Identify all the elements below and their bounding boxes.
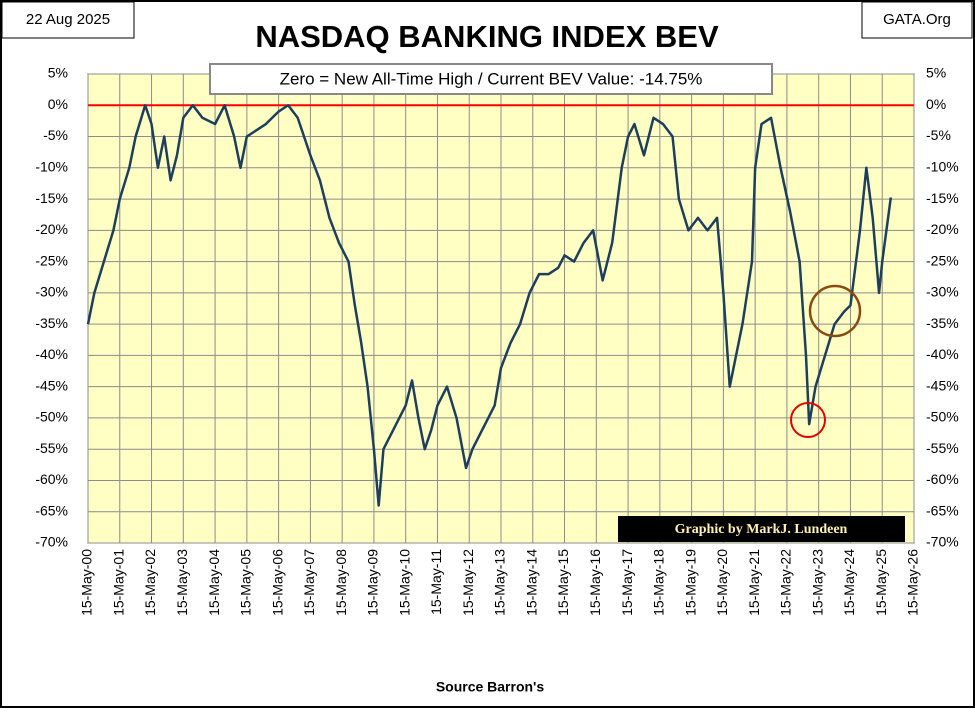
chart-title: NASDAQ BANKING INDEX BEV [255, 19, 719, 54]
y-tick-label: -10% [35, 159, 68, 175]
y-tick-label: -5% [43, 127, 68, 143]
marks [86, 104, 914, 507]
y-tick-label: -45% [35, 377, 68, 393]
y2-tick-label: -40% [926, 346, 959, 362]
highlight-circle [790, 402, 826, 438]
x-tick-label: 15-May-13 [492, 549, 508, 616]
y-tick-label: 5% [48, 65, 68, 81]
x-tick-label: 15-May-11 [428, 549, 444, 615]
x-tick-label: 15-May-00 [79, 549, 95, 616]
y-tick-label: -60% [35, 471, 68, 487]
y2-tick-label: -20% [926, 221, 959, 237]
x-tick-label: 15-May-08 [333, 549, 349, 616]
x-tick-label: 15-May-10 [396, 549, 412, 616]
x-tick-label: 15-May-20 [714, 549, 730, 616]
x-tick-label: 15-May-16 [587, 549, 603, 616]
y-tick-label: -20% [35, 221, 68, 237]
y-tick-label: -70% [35, 534, 68, 550]
y2-tick-label: -50% [926, 409, 959, 425]
date-label: 22 Aug 2025 [26, 11, 110, 28]
x-tick-label: 15-May-17 [619, 549, 635, 616]
x-tick-label: 15-May-15 [555, 549, 571, 616]
y2-tick-label: -30% [926, 284, 959, 300]
y-tick-label: -30% [35, 284, 68, 300]
date-box [1, 1, 135, 39]
y-tick-label: -40% [35, 346, 68, 362]
x-tick-label: 15-May-03 [174, 549, 190, 616]
x-tick-label: 15-May-18 [651, 549, 667, 616]
y2-tick-label: -70% [926, 534, 959, 550]
x-tick-label: 15-May-07 [301, 549, 317, 616]
x-tick-label: 15-May-19 [682, 549, 698, 616]
series-line [86, 104, 893, 507]
y-tick-label: 0% [48, 96, 68, 112]
site-box [861, 1, 973, 39]
y2-tick-label: -60% [926, 471, 959, 487]
y2-tick-label: -45% [926, 377, 959, 393]
y2-tick-label: -35% [926, 315, 959, 331]
source: Source Barron's [436, 679, 545, 695]
subtitle: Zero = New All-Time High / Current BEV V… [280, 69, 703, 88]
y-tick-label: -65% [35, 502, 68, 518]
y2-tick-label: 5% [926, 65, 946, 81]
y-tick-label: -50% [35, 409, 68, 425]
highlight-circle [808, 284, 862, 338]
y2-tick-label: 0% [926, 96, 946, 112]
y-tick-label: -25% [35, 252, 68, 268]
x-tick-label: 15-May-12 [460, 549, 476, 616]
x-tick-label: 15-May-22 [778, 549, 794, 616]
x-tick-label: 15-May-09 [365, 549, 381, 616]
credit-box [618, 516, 905, 542]
x-tick-label: 15-May-01 [110, 549, 126, 616]
x-tick-label: 15-May-21 [746, 549, 762, 616]
x-tick-label: 15-May-26 [905, 549, 921, 616]
grid [87, 73, 915, 544]
credit: Graphic by MarkJ. Lundeen [675, 522, 848, 537]
y2-tick-label: -65% [926, 502, 959, 518]
x-tick-label: 15-May-24 [841, 549, 857, 616]
y2-tick-label: -55% [926, 440, 959, 456]
x-tick-label: 15-May-04 [206, 549, 222, 616]
y-tick-label: -35% [35, 315, 68, 331]
y2-tick-label: -10% [926, 159, 959, 175]
x-tick-label: 15-May-23 [809, 549, 825, 616]
x-tick-label: 15-May-05 [238, 549, 254, 616]
subtitle-box [209, 63, 773, 95]
y2-tick-label: -25% [926, 252, 959, 268]
x-tick-label: 15-May-25 [873, 549, 889, 616]
y-tick-label: -55% [35, 440, 68, 456]
y-tick-label: -15% [35, 190, 68, 206]
x-tick-label: 15-May-06 [269, 549, 285, 616]
x-tick-label: 15-May-14 [523, 549, 539, 616]
y2-tick-label: -5% [926, 127, 951, 143]
site-label: GATA.Org [883, 11, 951, 28]
x-tick-label: 15-May-02 [142, 549, 158, 616]
y2-tick-label: -15% [926, 190, 959, 206]
